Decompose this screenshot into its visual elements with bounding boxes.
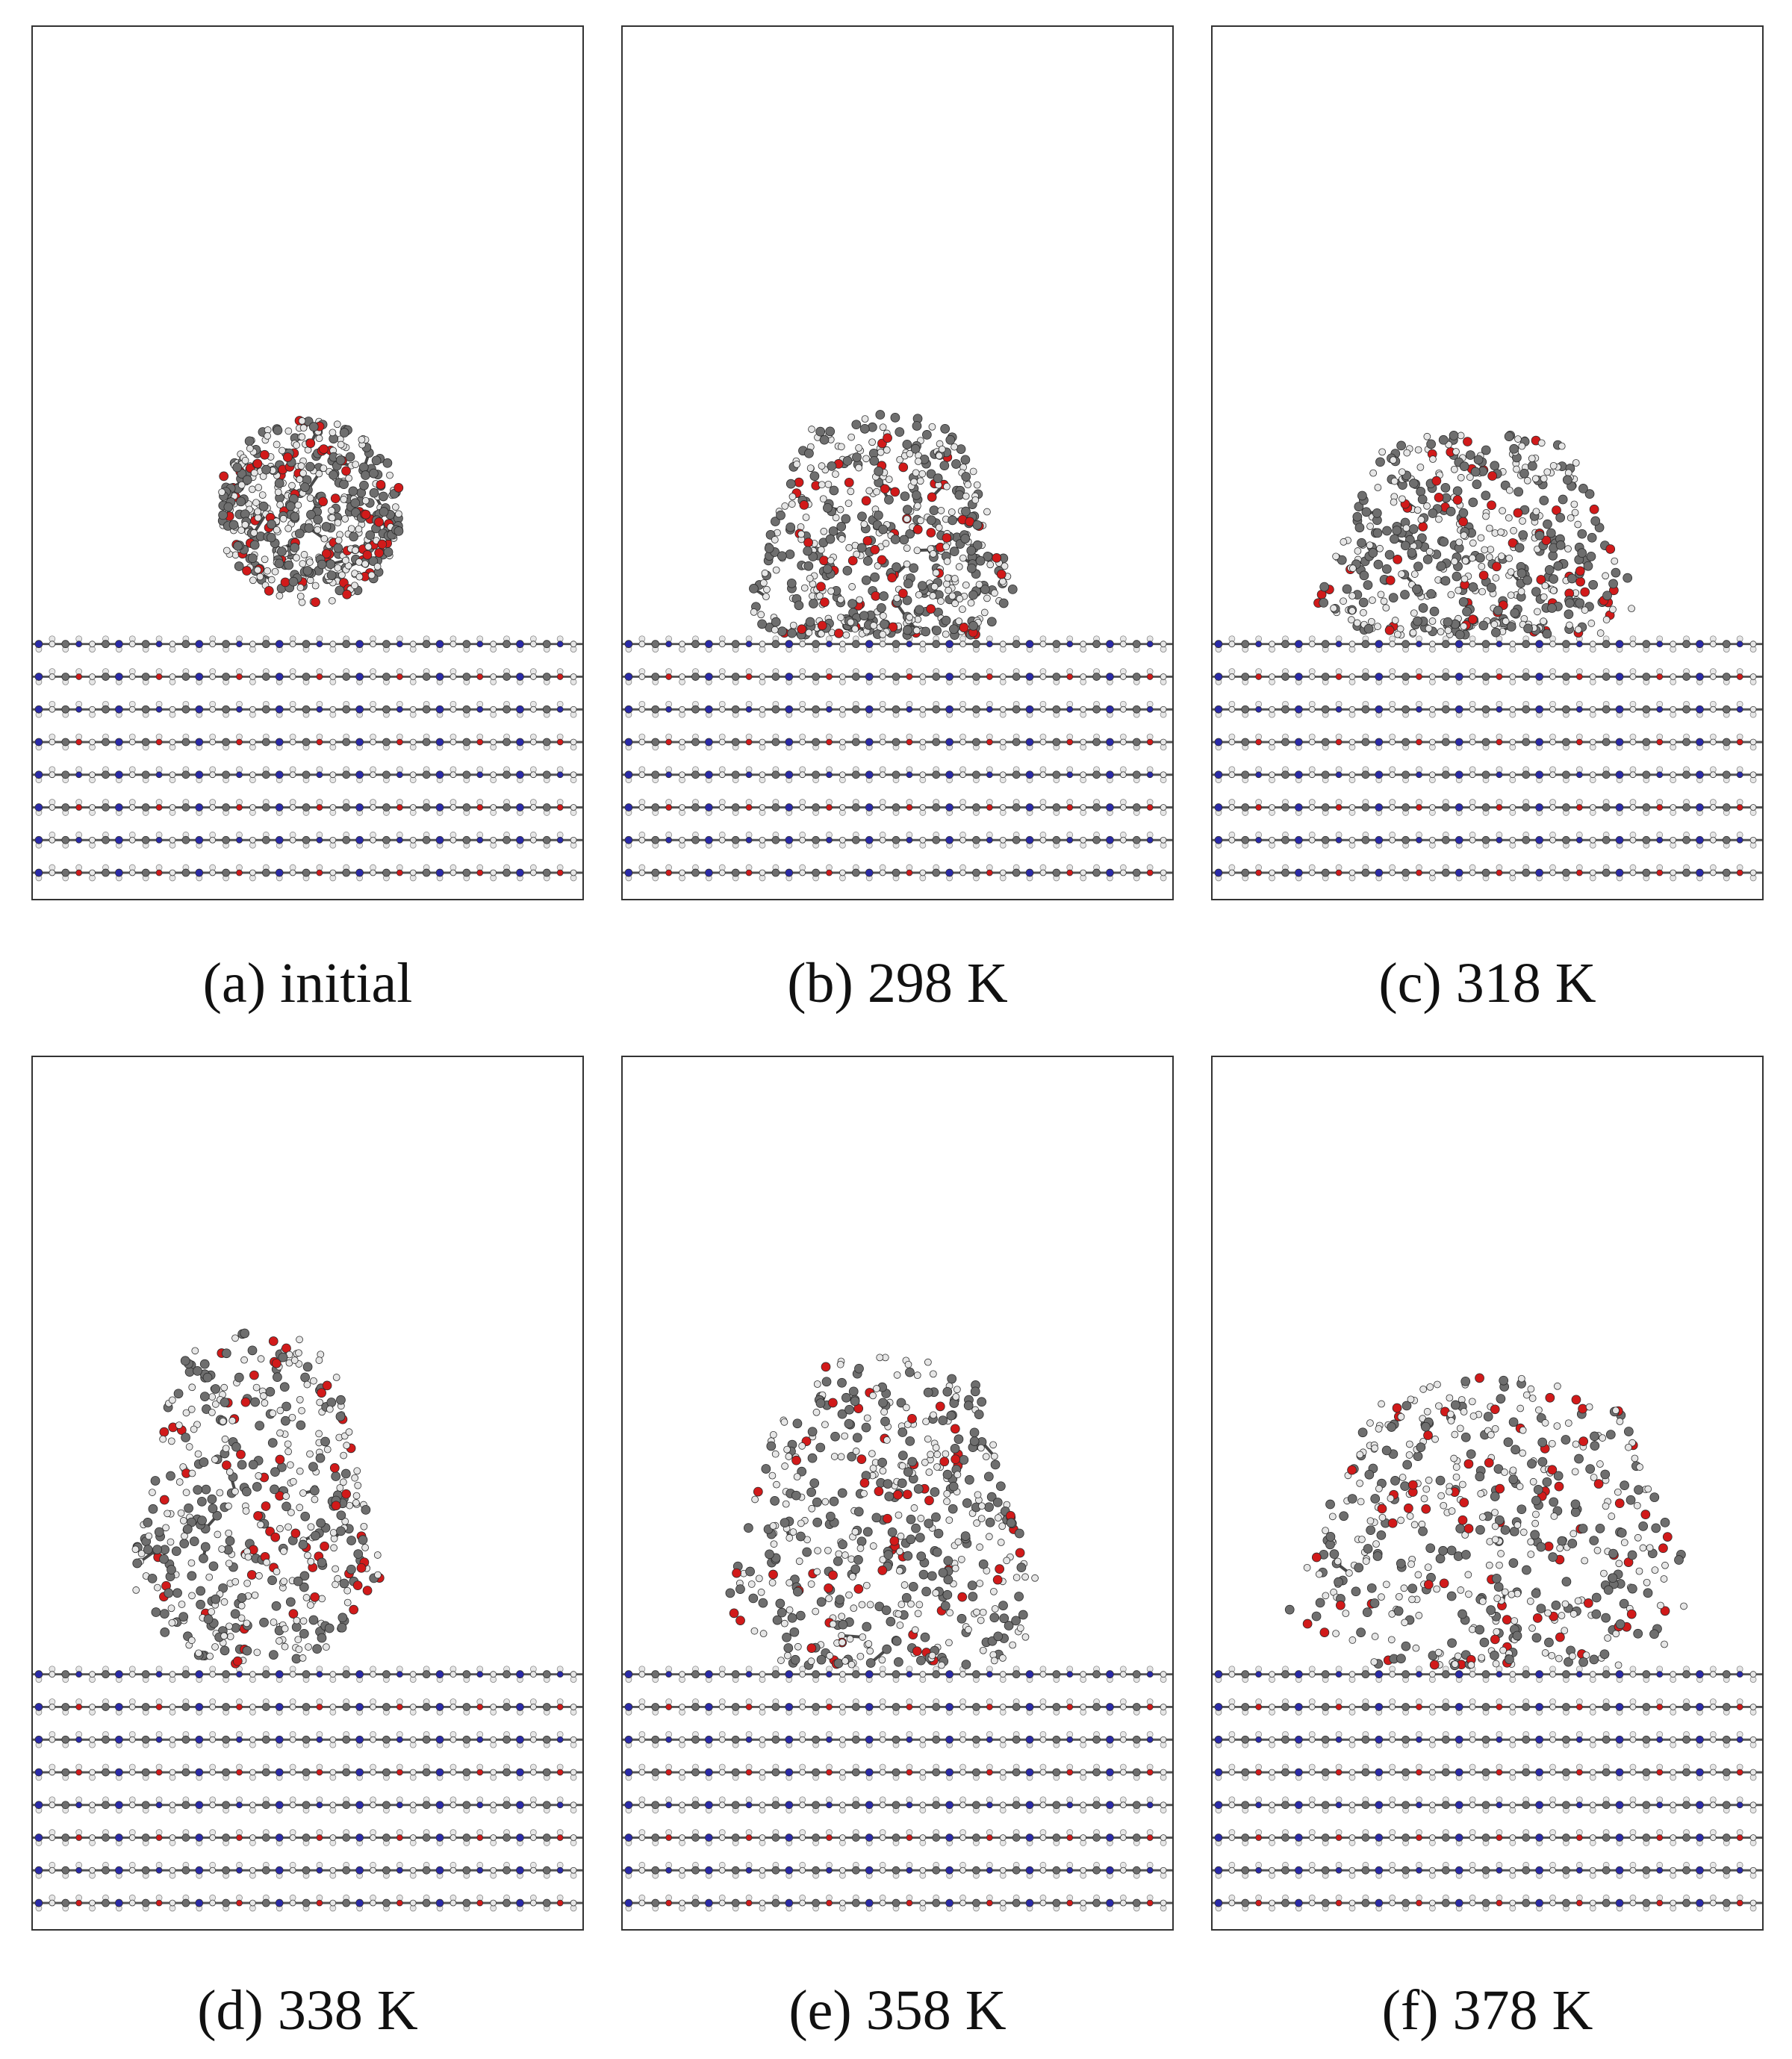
molecular-snapshot-c <box>1213 430 1762 882</box>
droplet <box>725 1354 1039 1670</box>
droplet <box>1284 1373 1687 1671</box>
surface-layers <box>33 1666 582 1912</box>
surface-layers <box>623 1666 1172 1912</box>
caption-f: (f) 378 K <box>1381 1979 1593 2042</box>
surface-layers <box>33 635 582 882</box>
panel-f <box>1211 1056 1764 1931</box>
droplet <box>131 1328 385 1669</box>
caption-e: (e) 358 K <box>788 1979 1007 2042</box>
surface-layers <box>1213 635 1762 882</box>
surface-layers <box>623 635 1172 882</box>
molecular-snapshot-e <box>623 1354 1172 1912</box>
caption-b: (b) 298 K <box>787 952 1008 1015</box>
droplet <box>749 410 1018 641</box>
droplet <box>217 416 404 607</box>
panel-a <box>31 25 584 900</box>
panel-c <box>1211 25 1764 900</box>
molecular-snapshot-b <box>623 410 1172 882</box>
droplet <box>1313 430 1635 640</box>
panel-d <box>31 1056 584 1931</box>
caption-d: (d) 338 K <box>197 1979 418 2042</box>
molecular-snapshot-a <box>33 416 582 882</box>
panel-e <box>621 1056 1174 1931</box>
caption-c: (c) 318 K <box>1378 952 1596 1015</box>
caption-a: (a) initial <box>202 952 413 1015</box>
panel-b <box>621 25 1174 900</box>
molecular-snapshot-f <box>1213 1373 1762 1912</box>
surface-layers <box>1213 1666 1762 1912</box>
molecular-snapshot-d <box>33 1328 582 1912</box>
